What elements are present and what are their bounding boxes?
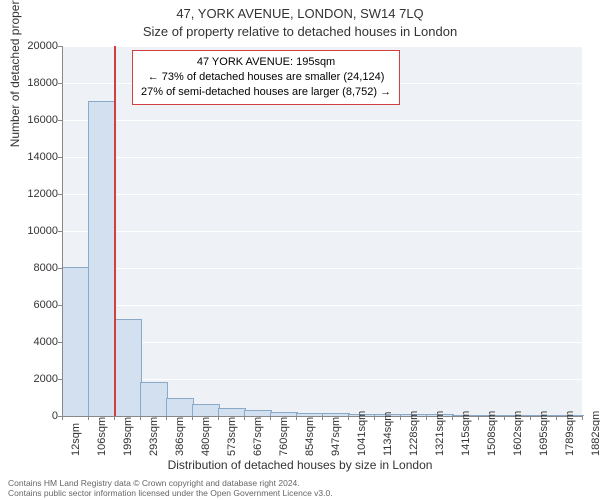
y-tick-label: 4000	[8, 336, 58, 348]
histogram-bar	[166, 398, 193, 416]
y-tick-mark	[58, 120, 62, 121]
x-tick-mark	[88, 416, 89, 420]
x-tick-label: 573sqm	[226, 417, 238, 456]
x-tick-label: 1321sqm	[434, 411, 446, 456]
histogram-bar	[62, 267, 89, 416]
x-tick-label: 1602sqm	[512, 411, 524, 456]
y-tick-mark	[58, 231, 62, 232]
y-tick-mark	[58, 379, 62, 380]
gridline	[62, 46, 582, 47]
gridline	[62, 157, 582, 158]
property-callout: 47 YORK AVENUE: 195sqm← 73% of detached …	[132, 50, 400, 105]
x-tick-label: 760sqm	[278, 417, 290, 456]
x-tick-mark	[62, 416, 63, 420]
gridline	[62, 305, 582, 306]
x-tick-label: 1882sqm	[590, 411, 600, 456]
x-tick-label: 106sqm	[96, 417, 108, 456]
title-sub: Size of property relative to detached ho…	[0, 24, 600, 39]
x-tick-mark	[452, 416, 453, 420]
x-tick-label: 947sqm	[330, 417, 342, 456]
x-tick-label: 1415sqm	[460, 411, 472, 456]
footer-line-2: Contains public sector information licen…	[8, 488, 333, 498]
x-tick-label: 1041sqm	[356, 411, 368, 456]
callout-line: 47 YORK AVENUE: 195sqm	[141, 55, 391, 70]
y-tick-mark	[58, 157, 62, 158]
y-tick-mark	[58, 46, 62, 47]
x-tick-label: 854sqm	[304, 417, 316, 456]
y-tick-label: 12000	[8, 188, 58, 200]
y-tick-label: 18000	[8, 77, 58, 89]
y-axis-line	[62, 46, 63, 416]
x-tick-mark	[426, 416, 427, 420]
y-tick-mark	[58, 342, 62, 343]
gridline	[62, 194, 582, 195]
x-tick-mark	[348, 416, 349, 420]
footer-attribution: Contains HM Land Registry data © Crown c…	[8, 478, 333, 498]
x-tick-mark	[218, 416, 219, 420]
x-tick-label: 1695sqm	[538, 411, 550, 456]
y-tick-mark	[58, 305, 62, 306]
x-tick-label: 1228sqm	[408, 411, 420, 456]
footer-line-1: Contains HM Land Registry data © Crown c…	[8, 478, 333, 488]
x-tick-label: 1134sqm	[382, 412, 394, 456]
histogram-bar	[114, 319, 141, 416]
x-axis-label: Distribution of detached houses by size …	[0, 458, 600, 472]
gridline	[62, 231, 582, 232]
callout-line: 27% of semi-detached houses are larger (…	[141, 85, 391, 100]
x-tick-mark	[192, 416, 193, 420]
x-tick-mark	[244, 416, 245, 420]
y-tick-label: 2000	[8, 373, 58, 385]
x-tick-mark	[530, 416, 531, 420]
y-tick-label: 10000	[8, 225, 58, 237]
x-tick-label: 293sqm	[148, 417, 160, 456]
x-tick-label: 480sqm	[200, 417, 212, 456]
x-tick-label: 667sqm	[252, 417, 264, 456]
histogram-bar	[140, 382, 167, 416]
x-tick-mark	[270, 416, 271, 420]
y-tick-mark	[58, 268, 62, 269]
x-tick-mark	[374, 416, 375, 420]
chart-container: 47, YORK AVENUE, LONDON, SW14 7LQ Size o…	[0, 0, 600, 500]
y-tick-label: 0	[8, 410, 58, 422]
x-tick-label: 386sqm	[174, 417, 186, 456]
y-tick-label: 8000	[8, 262, 58, 274]
x-tick-mark	[504, 416, 505, 420]
y-tick-label: 14000	[8, 151, 58, 163]
y-tick-label: 16000	[8, 114, 58, 126]
gridline	[62, 268, 582, 269]
x-tick-mark	[322, 416, 323, 420]
x-tick-mark	[296, 416, 297, 420]
x-tick-label: 12sqm	[70, 423, 82, 456]
x-tick-label: 1789sqm	[564, 411, 576, 456]
plot-area: 47 YORK AVENUE: 195sqm← 73% of detached …	[62, 46, 582, 416]
histogram-bar	[192, 404, 219, 416]
x-tick-label: 1508sqm	[486, 411, 498, 456]
y-tick-label: 20000	[8, 40, 58, 52]
callout-line: ← 73% of detached houses are smaller (24…	[141, 70, 391, 85]
x-tick-mark	[400, 416, 401, 420]
y-tick-label: 6000	[8, 299, 58, 311]
y-tick-mark	[58, 83, 62, 84]
x-tick-label: 199sqm	[122, 417, 134, 456]
x-tick-mark	[140, 416, 141, 420]
x-tick-mark	[166, 416, 167, 420]
property-marker-line	[114, 46, 116, 416]
histogram-bar	[218, 408, 245, 416]
x-tick-mark	[582, 416, 583, 420]
x-tick-mark	[114, 416, 115, 420]
title-main: 47, YORK AVENUE, LONDON, SW14 7LQ	[0, 6, 600, 21]
y-tick-mark	[58, 194, 62, 195]
x-tick-mark	[478, 416, 479, 420]
histogram-bar	[88, 101, 115, 417]
x-tick-mark	[556, 416, 557, 420]
gridline	[62, 120, 582, 121]
